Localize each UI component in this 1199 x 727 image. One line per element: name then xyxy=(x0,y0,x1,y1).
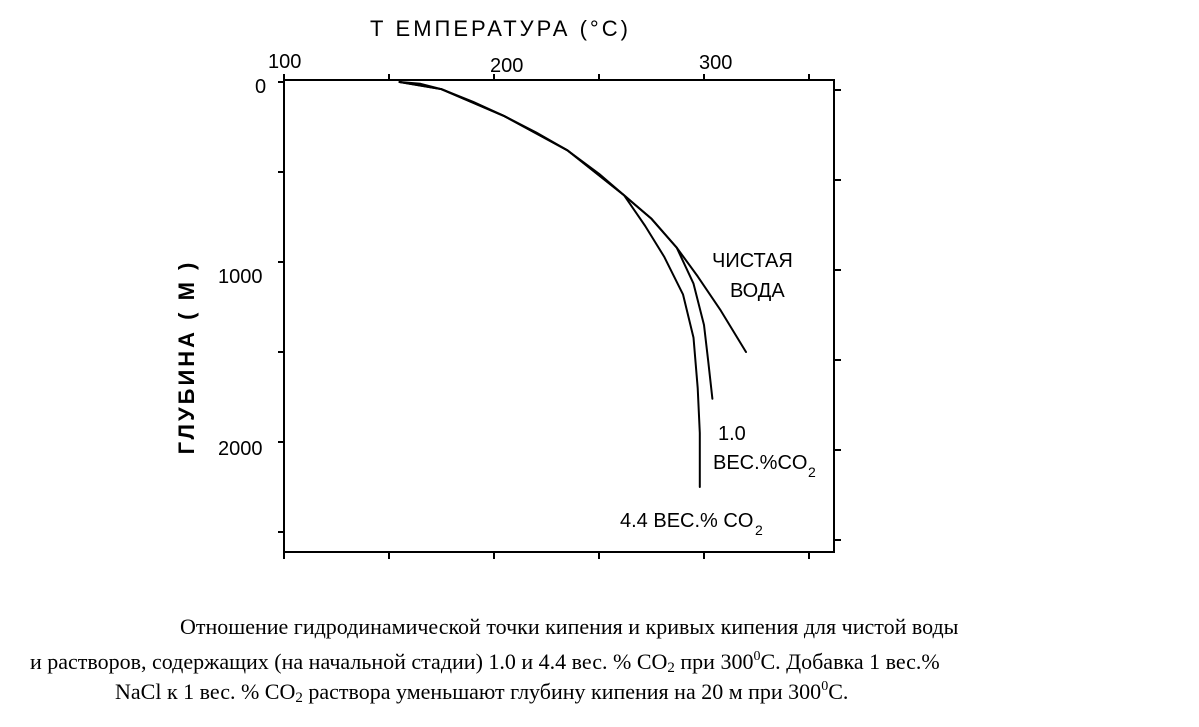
caption-line-1: Отношение гидродинамической точки кипени… xyxy=(180,612,958,641)
series-label-co2-1-0-subscript: 2 xyxy=(808,464,816,480)
caption-line-3-superscript: 0 xyxy=(821,679,829,694)
caption-line-3-part-b: раствора уменьшают глубину кипения на 20… xyxy=(302,679,822,704)
series-label-co2-4-4: 4.4 ВЕС.% CO xyxy=(620,510,753,532)
axis-ticks xyxy=(278,74,841,559)
x-tick-label-300: 300 xyxy=(699,52,732,74)
series-label-pure-water-line1: ЧИСТАЯ xyxy=(712,250,793,272)
caption-line-3: NaCl к 1 вес. % CO2 раствора уменьшают г… xyxy=(115,672,848,713)
y-tick-label-1000: 1000 xyxy=(218,266,263,288)
series-line-co2-1-0 xyxy=(398,81,714,400)
series-label-pure-water-line2: ВОДА xyxy=(730,280,785,302)
y-axis-label: ГЛУБИНА ( М ) xyxy=(174,260,199,455)
caption-line-2: и растворов, содержащих (на начальной ст… xyxy=(30,642,940,683)
boiling-curves-chart: Т ЕМПЕРАТУРА (°С) ГЛУБИНА ( М ) 100 200 … xyxy=(174,16,841,559)
series-label-co2-4-4-subscript: 2 xyxy=(755,522,763,538)
y-tick-label-2000: 2000 xyxy=(218,438,263,460)
caption-line-2-subscript: 2 xyxy=(667,660,675,676)
caption-line-3-part-c: С. xyxy=(828,679,849,704)
caption-line-2-superscript: 0 xyxy=(753,649,761,664)
x-tick-label-200: 200 xyxy=(490,55,523,77)
caption-line-2-part-c: С. Добавка 1 вес.% xyxy=(760,649,940,674)
caption-line-1-text: Отношение гидродинамической точки кипени… xyxy=(180,614,959,639)
caption-line-2-part-b: при 300 xyxy=(674,649,754,674)
series-label-co2-1-0-line2: ВЕС.%CO xyxy=(713,452,807,474)
caption-line-2-part-a: и растворов, содержащих (на начальной ст… xyxy=(30,649,668,674)
x-tick-label-100: 100 xyxy=(268,51,301,73)
plot-border xyxy=(283,79,835,553)
plot-frame xyxy=(283,79,835,553)
series-label-co2-1-0-line1: 1.0 xyxy=(718,423,746,445)
series-line-pure-water xyxy=(398,81,747,353)
caption-line-3-part-a: NaCl к 1 вес. % CO xyxy=(115,679,296,704)
series-layer xyxy=(398,81,747,488)
chart-title: Т ЕМПЕРАТУРА (°С) xyxy=(370,16,631,41)
series-line-co2-4-4 xyxy=(398,81,701,488)
caption-line-3-subscript: 2 xyxy=(295,690,303,706)
y-tick-label-0: 0 xyxy=(255,76,266,98)
